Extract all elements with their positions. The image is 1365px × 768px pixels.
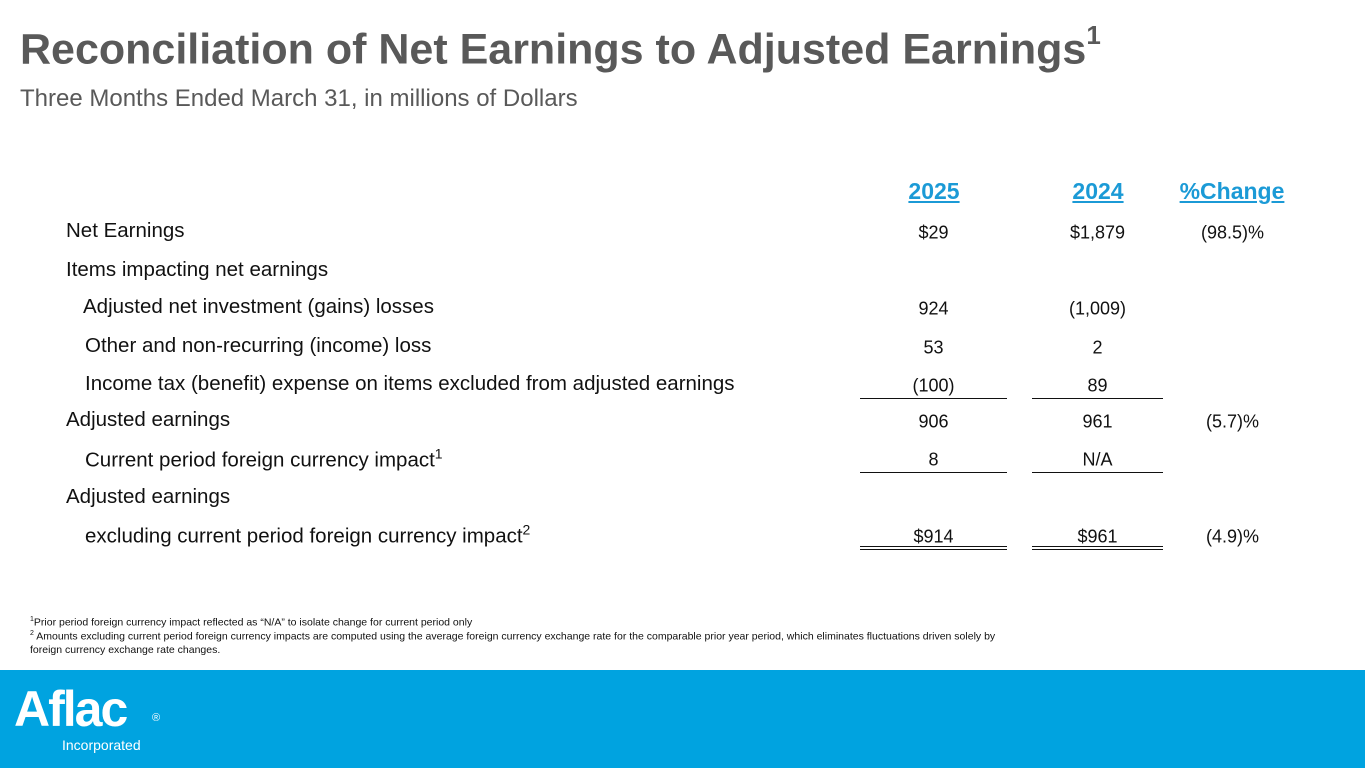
cell: $1,879 bbox=[1069, 222, 1126, 243]
row-label: Current period foreign currency impact1 bbox=[85, 446, 443, 473]
row-label: Adjusted net investment (gains) losses bbox=[83, 295, 434, 318]
logo-tagline: Incorporated bbox=[62, 737, 141, 753]
double-underline bbox=[860, 546, 1007, 550]
row-label: Adjusted earnings bbox=[66, 408, 231, 431]
cell: 53 bbox=[923, 337, 944, 358]
title: Reconciliation of Net Earnings to Adjust… bbox=[20, 20, 1101, 74]
cell: 906 bbox=[918, 411, 949, 432]
registered-mark: ® bbox=[152, 712, 161, 724]
column-header: 2025 bbox=[908, 178, 960, 204]
cell: 2 bbox=[1092, 337, 1103, 358]
row-label-text: excluding current period foreign currenc… bbox=[85, 524, 523, 548]
cell: (5.7)% bbox=[1205, 411, 1259, 432]
footnote: 2 Amounts excluding current period forei… bbox=[30, 627, 1010, 657]
column-header: %Change bbox=[1179, 178, 1285, 204]
footnote-mark: 2 bbox=[30, 630, 34, 637]
footnote-mark: 1 bbox=[30, 616, 34, 623]
underline bbox=[860, 472, 1007, 473]
logo: Aflac bbox=[14, 681, 128, 737]
double-underline bbox=[1032, 546, 1163, 550]
cell: $29 bbox=[918, 222, 949, 243]
cell: $961 bbox=[1077, 526, 1118, 547]
footnote-text: Amounts excluding current period foreign… bbox=[30, 630, 996, 656]
row-label-text: Current period foreign currency impact bbox=[85, 448, 435, 472]
subtitle: Three Months Ended March 31, in millions… bbox=[20, 85, 578, 112]
column-header: 2024 bbox=[1072, 178, 1124, 204]
row-label: Items impacting net earnings bbox=[66, 258, 329, 281]
cell: (4.9)% bbox=[1205, 526, 1259, 547]
cell: 924 bbox=[918, 298, 949, 319]
row-label: excluding current period foreign currenc… bbox=[85, 522, 530, 549]
cell: 8 bbox=[928, 449, 939, 470]
underline bbox=[1032, 398, 1163, 399]
cell: 961 bbox=[1082, 411, 1113, 432]
cell: (100) bbox=[912, 375, 955, 396]
title-text: Reconciliation of Net Earnings to Adjust… bbox=[20, 25, 1087, 74]
cell: N/A bbox=[1082, 449, 1113, 470]
superscript: 2 bbox=[522, 521, 531, 538]
cell: (1,009) bbox=[1068, 298, 1127, 319]
row-label: Net Earnings bbox=[66, 219, 185, 242]
underline bbox=[860, 398, 1007, 399]
row-label: Income tax (benefit) expense on items ex… bbox=[85, 372, 735, 395]
footnote: 1Prior period foreign currency impact re… bbox=[30, 613, 1010, 630]
underline bbox=[1032, 472, 1163, 473]
cell: $914 bbox=[913, 526, 954, 547]
footer-band bbox=[0, 670, 1365, 768]
title-superscript: 1 bbox=[1086, 20, 1101, 50]
superscript: 1 bbox=[434, 445, 443, 462]
row-label: Other and non-recurring (income) loss bbox=[85, 334, 432, 357]
footnote-text: Prior period foreign currency impact ref… bbox=[33, 616, 473, 629]
row-label: Adjusted earnings bbox=[66, 485, 231, 508]
cell: (98.5)% bbox=[1200, 222, 1265, 243]
cell: 89 bbox=[1087, 375, 1108, 396]
